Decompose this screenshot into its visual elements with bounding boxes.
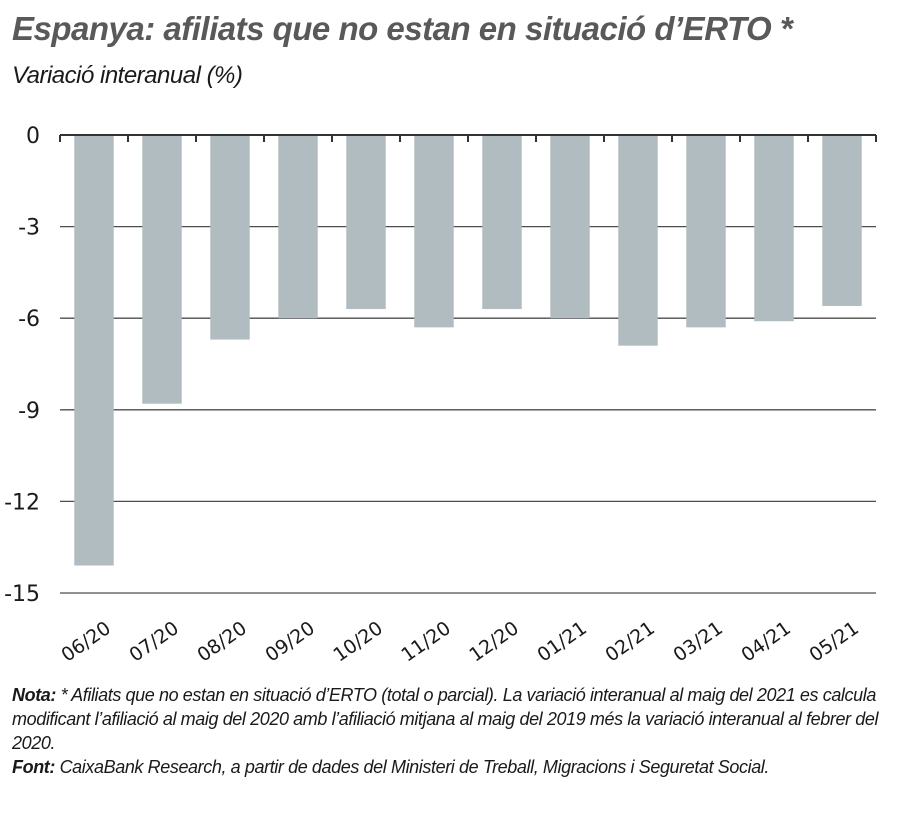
y-tick-label: -6 (18, 307, 40, 332)
x-tick-label: 04/21 (737, 617, 794, 666)
y-tick-label: -15 (4, 582, 40, 607)
x-tick-label: 03/21 (669, 617, 726, 666)
y-tick-label: 0 (26, 124, 40, 149)
y-tick-label: -9 (18, 399, 40, 424)
y-tick-label: -3 (18, 216, 40, 241)
bars (74, 135, 862, 566)
bar-02-21 (618, 135, 658, 346)
x-tick-labels: 06/20 07/20 08/20 09/20 10/20 11/20 12/20 01/21… (57, 617, 862, 666)
x-tick-label: 09/20 (261, 617, 318, 666)
bar-12-20 (482, 135, 522, 310)
bar-05-21 (822, 135, 862, 306)
font-label: Font: (12, 757, 55, 777)
x-tick-label: 07/20 (125, 617, 182, 666)
x-axis (59, 134, 877, 142)
x-tick-label: 11/20 (397, 617, 454, 666)
y-tick-labels: 0 -3 -6 -9 -12 -15 (4, 124, 40, 607)
bar-01-21 (550, 135, 590, 319)
bar-08-20 (210, 135, 250, 340)
bar-10-20 (346, 135, 386, 310)
chart-notes: Nota: * Afiliats que no estan en situaci… (12, 683, 892, 779)
nota-text: * Afiliats que no estan en situació d’ER… (12, 685, 879, 753)
y-tick-label: -12 (4, 490, 40, 515)
bar-chart: 0-3-6-9-12-15 06/20 07/20 08/20 09/20 10/20 1… (4, 124, 877, 667)
x-tick-label: 02/21 (601, 617, 658, 666)
gridlines (60, 225, 876, 594)
bar-09-20 (278, 135, 318, 319)
bar-07-20 (142, 135, 182, 404)
bar-03-21 (686, 135, 726, 328)
bar-04-21 (754, 135, 794, 322)
chart-title: Espanya: afiliats que no estan en situac… (12, 10, 793, 47)
x-tick-label: 01/21 (533, 617, 590, 666)
x-tick-label: 10/20 (329, 617, 386, 666)
x-tick-label: 08/20 (193, 617, 250, 666)
x-tick-label: 06/20 (57, 617, 114, 666)
bar-06-20 (74, 135, 114, 566)
x-tick-label: 12/20 (465, 617, 522, 666)
font-text: CaixaBank Research, a partir de dades de… (54, 757, 770, 777)
bar-11-20 (414, 135, 454, 328)
x-tick-label: 05/21 (805, 617, 862, 666)
chart-subtitle: Variació interanual (%) (12, 62, 243, 89)
nota-label: Nota: (12, 685, 56, 705)
